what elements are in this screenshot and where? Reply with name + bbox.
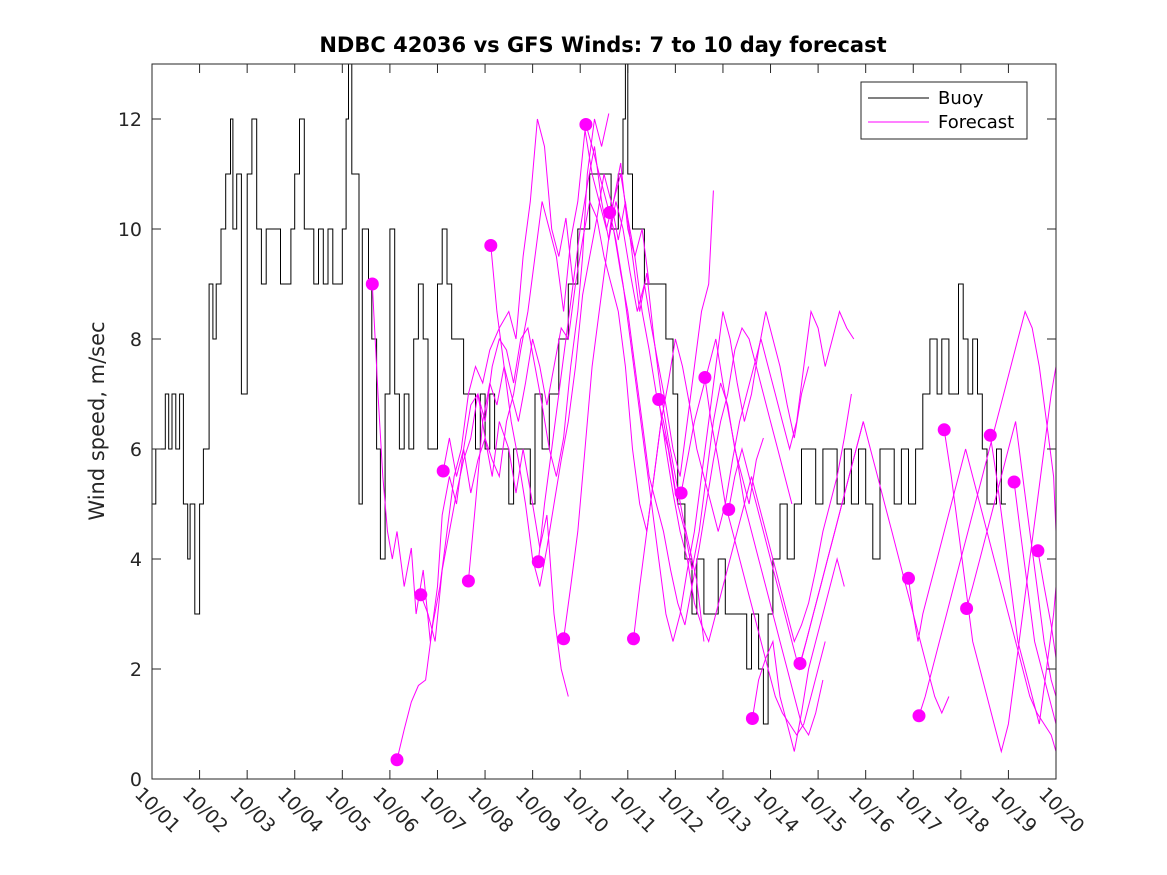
- forecast-start-marker: [579, 118, 593, 131]
- forecast-start-marker: [436, 464, 450, 478]
- forecast-start-marker: [603, 206, 617, 219]
- y-tick-label: 2: [130, 659, 142, 681]
- forecast-series-line-18: [908, 448, 1056, 752]
- buoy-series-line: [152, 64, 1006, 725]
- legend: Buoy Forecast: [860, 81, 1028, 140]
- forecast-series-line-22: [989, 435, 1056, 725]
- forecast-start-marker: [652, 393, 666, 406]
- legend-forecast-label: Forecast: [938, 112, 1014, 133]
- forecast-start-marker: [698, 371, 712, 384]
- forecast-series-line-21: [966, 421, 1056, 697]
- forecast-start-marker: [531, 555, 545, 569]
- forecast-series-line-24: [1037, 550, 1056, 659]
- y-tick-label: 12: [118, 109, 142, 131]
- forecast-start-marker: [912, 709, 926, 723]
- forecast-start-marker: [902, 571, 915, 585]
- forecast-start-marker: [745, 712, 759, 725]
- y-tick-label: 0: [130, 769, 142, 791]
- plot-frame: [151, 63, 1057, 780]
- forecast-start-marker: [960, 602, 974, 615]
- y-tick-label: 8: [130, 329, 142, 351]
- forecast-start-marker: [557, 632, 571, 646]
- forecast-series-line-11: [633, 309, 855, 639]
- forecast-series-line-9: [585, 124, 793, 626]
- forecast-start-marker: [414, 588, 428, 602]
- forecast-series-line-7: [537, 146, 714, 562]
- chart-title: NDBC 42036 vs GFS Winds: 7 to 10 day for…: [319, 33, 886, 57]
- forecast-series-line-20: [943, 366, 1056, 754]
- forecast-series-line-14: [704, 377, 826, 736]
- series-layer: [152, 64, 1056, 760]
- forecast-start-marker: [484, 239, 498, 252]
- forecast-series-line-13: [680, 338, 824, 737]
- forecast-start-marker: [983, 428, 997, 442]
- forecast-series-line-16: [751, 557, 845, 752]
- y-tick-label: 10: [118, 219, 142, 241]
- legend-box: [860, 81, 1028, 140]
- forecast-series-line-2: [396, 118, 574, 760]
- y-tick-label: 4: [130, 549, 142, 571]
- legend-buoy-label: Buoy: [938, 88, 984, 109]
- y-axis-label: Wind speed, m/sec: [85, 321, 109, 520]
- forecast-start-marker: [1031, 544, 1045, 558]
- forecast-series-line-23: [1013, 481, 1056, 725]
- forecast-series-line-17: [799, 421, 950, 715]
- forecast-series-line-10: [609, 212, 810, 642]
- forecast-start-marker: [674, 486, 688, 500]
- forecast-series-line-5: [467, 199, 676, 582]
- marker-layer: [365, 118, 1045, 767]
- forecast-start-marker: [722, 503, 736, 516]
- forecast-start-marker: [793, 657, 807, 670]
- y-tick-label: 6: [130, 439, 142, 461]
- forecast-start-marker: [390, 753, 404, 767]
- forecast-start-marker: [937, 423, 951, 437]
- forecast-start-marker: [1007, 475, 1021, 489]
- forecast-series-line-3: [420, 113, 610, 642]
- forecast-start-marker: [461, 574, 475, 588]
- forecast-start-marker: [365, 277, 379, 291]
- forecast-start-marker: [627, 632, 640, 646]
- forecast-series-line-12: [658, 393, 852, 644]
- forecast-series-line-19: [918, 309, 1056, 716]
- forecast-series-line-6: [490, 173, 705, 642]
